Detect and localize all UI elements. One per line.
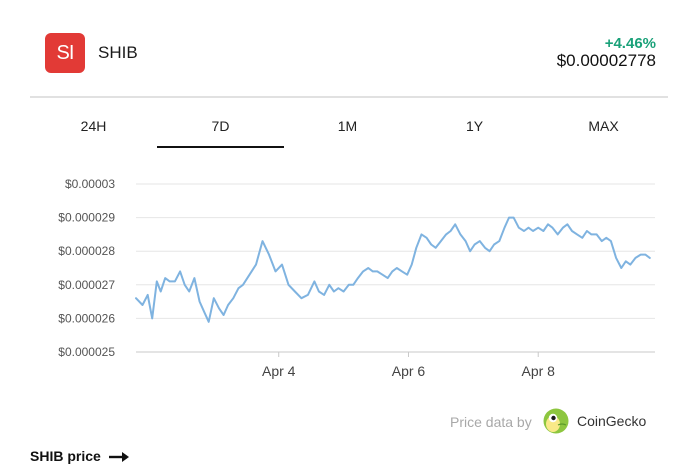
coin-logo: SI (45, 33, 85, 73)
coin-name: SHIB (98, 43, 138, 62)
price-chart: $0.000025 $0.000026 $0.000027 $0.000028 $0.0… (0, 160, 696, 390)
price-line (135, 216, 651, 323)
x-tick-label: Apr 6 (392, 363, 426, 379)
y-tick-label: $0.000028 (58, 244, 115, 258)
y-tick-label: $0.000029 (58, 211, 115, 225)
tab-1m[interactable]: 1M (337, 118, 358, 134)
tab-24h[interactable]: 24H (80, 118, 107, 134)
y-tick-label: $0.000026 (58, 311, 115, 325)
credit-label: Price data by (450, 414, 532, 430)
y-tick-label: $0.000025 (58, 345, 115, 359)
shib-price-link-label: SHIB price (30, 448, 101, 464)
tab-7d[interactable]: 7D (157, 108, 284, 148)
price-change: +4.46% (604, 35, 656, 52)
price-data-credit: Price data by CoinGecko (450, 406, 670, 436)
coingecko-logo-icon[interactable] (543, 408, 569, 434)
x-tick-label: Apr 8 (521, 363, 555, 379)
timeframe-tabs: 24H 7D 1M 1Y MAX (30, 108, 668, 148)
chart-svg: $0.000025 $0.000026 $0.000027 $0.000028 $0.0… (58, 177, 655, 379)
shib-price-link[interactable]: SHIB price (30, 448, 131, 464)
arrow-right-icon (108, 452, 129, 463)
tab-max[interactable]: MAX (588, 118, 619, 134)
current-price: $0.00002778 (556, 51, 656, 70)
tab-1y[interactable]: 1Y (465, 118, 484, 134)
coin-header: SI SHIB +4.46% $0.00002778 (30, 30, 668, 98)
credit-brand[interactable]: CoinGecko (577, 413, 647, 429)
x-tick-label: Apr 4 (262, 363, 296, 379)
y-tick-label: $0.00003 (65, 177, 115, 191)
y-tick-label: $0.000027 (58, 278, 115, 292)
